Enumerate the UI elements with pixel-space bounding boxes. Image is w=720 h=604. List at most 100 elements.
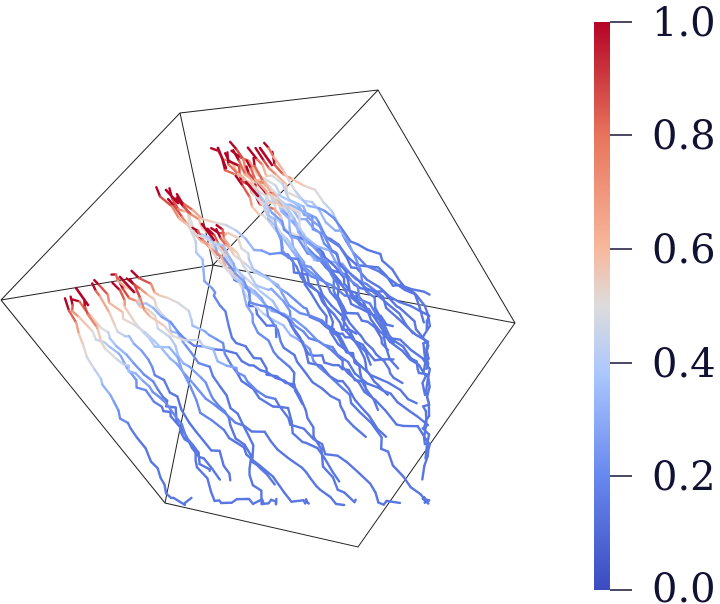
fiber-segment xyxy=(263,177,277,187)
fiber-segment xyxy=(240,247,250,255)
fiber-segment xyxy=(187,365,203,379)
fiber-segment xyxy=(320,442,327,456)
fiber-segment xyxy=(323,263,334,275)
fiber-segment xyxy=(70,297,81,303)
fiber-segment xyxy=(305,218,314,229)
fiber-segment xyxy=(175,362,187,377)
fiber-segment xyxy=(153,374,166,382)
fiber-segment xyxy=(262,159,271,170)
fiber-segment xyxy=(266,218,278,233)
fiber-segment xyxy=(336,295,344,307)
fiber-segment xyxy=(265,276,280,287)
fiber-segment xyxy=(297,237,309,255)
fiber-source-tip xyxy=(216,146,228,170)
fiber-segment xyxy=(183,496,193,505)
fiber-segment xyxy=(209,146,220,152)
fiber-segment xyxy=(267,146,275,159)
colorbar-tick-label: 0.0 xyxy=(652,566,716,604)
fiber-segment xyxy=(215,337,225,345)
fiber-segment xyxy=(272,318,285,327)
fiber-segment xyxy=(116,358,126,366)
fiber-segment xyxy=(153,345,171,349)
fiber-segment xyxy=(386,450,395,467)
fiber-segment xyxy=(206,477,213,494)
fiber-segment xyxy=(283,379,297,390)
fiber-segment xyxy=(166,296,180,304)
fiber-segment xyxy=(302,233,308,251)
fiber-segment xyxy=(290,420,294,435)
fiber-segment xyxy=(264,195,268,206)
fiber-segment xyxy=(346,360,357,375)
fiber-segment xyxy=(349,401,362,414)
fiber-segment xyxy=(259,357,268,370)
fiber-segment xyxy=(377,270,393,282)
fiber-segment xyxy=(159,476,166,486)
fiber-segment xyxy=(326,258,336,268)
fiber-segment xyxy=(158,195,173,208)
fiber-segment xyxy=(381,259,394,271)
fiber-segment xyxy=(148,337,157,348)
fiber-segment xyxy=(273,218,278,230)
fiber-segment xyxy=(127,296,138,303)
fiber-segment xyxy=(139,296,146,312)
fiber-segment xyxy=(162,324,175,338)
fiber-segment xyxy=(267,166,278,177)
fiber-segment xyxy=(253,289,263,300)
fiber-segment xyxy=(204,381,213,397)
fiber-segment xyxy=(307,361,323,367)
fiber-segment xyxy=(373,296,377,310)
fiber-segment xyxy=(376,427,388,438)
fiber-segment xyxy=(240,379,255,390)
fiber-segment xyxy=(115,345,128,356)
fiber-segment xyxy=(191,324,205,332)
fiber-segment xyxy=(244,237,256,252)
fiber-segment xyxy=(153,298,159,309)
fiber-segment xyxy=(367,308,375,317)
fiber-segment xyxy=(256,331,270,342)
fiber-segment xyxy=(90,315,102,329)
fiber-segment xyxy=(226,151,230,166)
fiber-segment xyxy=(323,361,335,367)
fiber-segment xyxy=(169,329,180,335)
fiber-segment xyxy=(306,416,315,429)
fiber-segment xyxy=(253,178,269,194)
fiber-segment xyxy=(348,321,359,334)
fiber-segment xyxy=(167,320,172,333)
fiber-segment xyxy=(304,266,322,281)
fiber-segment xyxy=(206,227,216,237)
fiber-segment xyxy=(369,318,382,333)
fiber-segment xyxy=(340,226,352,243)
fiber-segment xyxy=(289,257,298,268)
fiber-segment xyxy=(228,472,232,482)
fiber-segment xyxy=(298,206,306,217)
fiber-source-tip xyxy=(164,188,180,205)
fiber-segment xyxy=(320,448,325,468)
fiber-segment xyxy=(418,305,425,324)
fiber-segment xyxy=(260,290,274,303)
fiber-segment xyxy=(384,409,398,426)
fiber-segment xyxy=(374,326,383,340)
fiber-segment xyxy=(260,249,271,256)
fiber-segment xyxy=(317,208,328,224)
fiber-segment xyxy=(359,411,373,425)
fiber-segment xyxy=(323,457,334,474)
fiber-segment xyxy=(357,471,372,485)
fiber-segment xyxy=(274,497,278,506)
fiber-segment xyxy=(106,293,111,305)
fiber-segment xyxy=(252,167,259,177)
fiber-segment xyxy=(291,431,304,444)
fiber-segment xyxy=(251,498,264,506)
fiber-segment xyxy=(337,301,344,313)
fiber-segment xyxy=(334,261,344,275)
fiber-segment xyxy=(405,313,416,323)
fiber-segment xyxy=(195,233,207,239)
fiber-segment xyxy=(422,421,428,440)
fiber-segment xyxy=(276,448,289,459)
fiber-segment xyxy=(295,265,303,278)
fiber-segment xyxy=(249,301,263,307)
fiber-segment xyxy=(252,156,256,168)
fiber-segment xyxy=(258,464,275,478)
fiber-segment xyxy=(199,411,214,422)
fiber-segment xyxy=(232,262,237,275)
fiber-segment xyxy=(151,390,160,398)
